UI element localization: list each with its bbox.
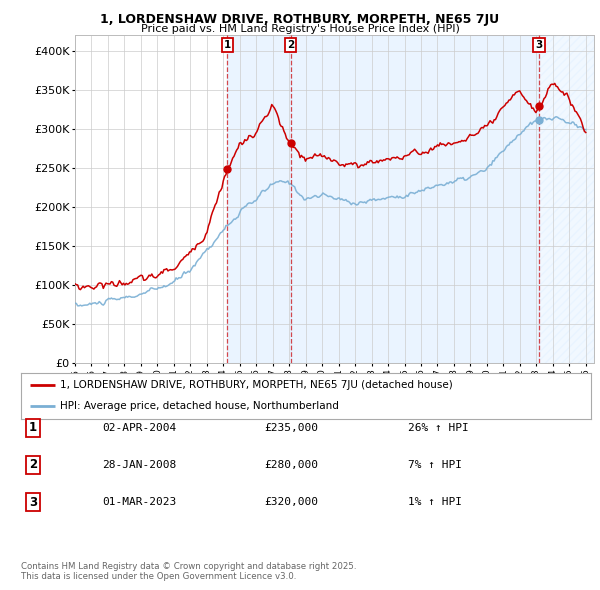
Text: 1, LORDENSHAW DRIVE, ROTHBURY, MORPETH, NE65 7JU (detached house): 1, LORDENSHAW DRIVE, ROTHBURY, MORPETH, … <box>60 381 452 391</box>
Bar <box>539 35 594 363</box>
Text: 1% ↑ HPI: 1% ↑ HPI <box>408 497 462 507</box>
Text: 01-MAR-2023: 01-MAR-2023 <box>102 497 176 507</box>
Text: 2: 2 <box>287 40 294 50</box>
Text: £320,000: £320,000 <box>264 497 318 507</box>
Text: 28-JAN-2008: 28-JAN-2008 <box>102 460 176 470</box>
Text: 3: 3 <box>536 40 543 50</box>
Bar <box>227 35 290 363</box>
Text: Contains HM Land Registry data © Crown copyright and database right 2025.: Contains HM Land Registry data © Crown c… <box>21 562 356 571</box>
Text: HPI: Average price, detached house, Northumberland: HPI: Average price, detached house, Nort… <box>60 401 338 411</box>
Text: 26% ↑ HPI: 26% ↑ HPI <box>408 423 469 432</box>
Text: Price paid vs. HM Land Registry's House Price Index (HPI): Price paid vs. HM Land Registry's House … <box>140 24 460 34</box>
Text: 7% ↑ HPI: 7% ↑ HPI <box>408 460 462 470</box>
Text: 1: 1 <box>29 421 37 434</box>
Text: 3: 3 <box>29 496 37 509</box>
Bar <box>290 35 539 363</box>
Text: £280,000: £280,000 <box>264 460 318 470</box>
Text: This data is licensed under the Open Government Licence v3.0.: This data is licensed under the Open Gov… <box>21 572 296 581</box>
Text: £235,000: £235,000 <box>264 423 318 432</box>
Text: 02-APR-2004: 02-APR-2004 <box>102 423 176 432</box>
Text: 2: 2 <box>29 458 37 471</box>
Text: 1: 1 <box>224 40 231 50</box>
Text: 1, LORDENSHAW DRIVE, ROTHBURY, MORPETH, NE65 7JU: 1, LORDENSHAW DRIVE, ROTHBURY, MORPETH, … <box>100 13 500 26</box>
